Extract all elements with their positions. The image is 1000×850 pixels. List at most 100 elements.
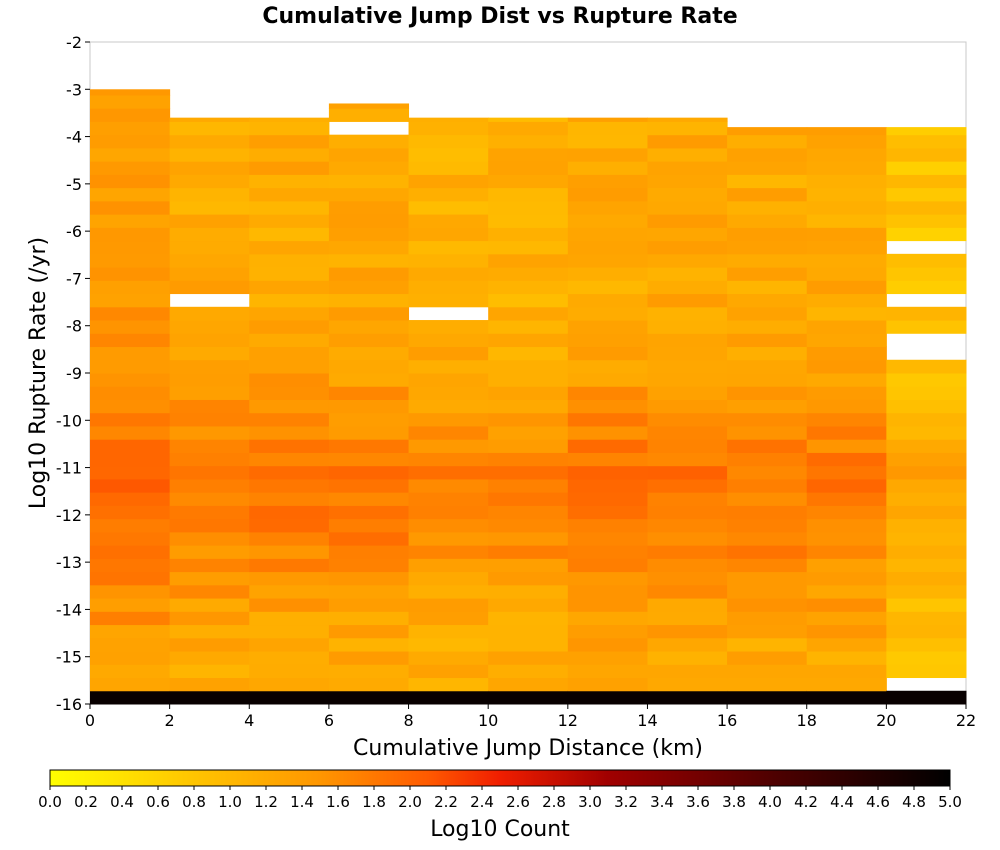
- colorbar-tick-label: 4.0: [758, 793, 782, 811]
- heatmap-cell: [647, 240, 728, 255]
- heatmap-cell: [567, 253, 648, 268]
- y-tick-label: -7: [66, 269, 82, 288]
- heatmap-cell: [488, 651, 569, 665]
- heatmap-cell: [567, 677, 648, 692]
- heatmap-cell: [169, 174, 250, 189]
- heatmap-cell: [90, 267, 171, 281]
- y-axis: -2 -3 -4 -5 -6 -7 -8 -9 -10 -11 -12 -13 -14 -15 -16: [56, 33, 90, 714]
- heatmap-cell: [806, 320, 887, 334]
- heatmap-cell: [249, 478, 330, 493]
- heatmap-cell: [169, 147, 250, 162]
- heatmap-cell: [886, 373, 967, 387]
- heatmap-cell: [806, 558, 887, 573]
- heatmap-cell: [328, 346, 410, 361]
- heatmap-cell: [328, 505, 410, 520]
- heatmap-cell: [886, 478, 967, 493]
- heatmap-cell: [328, 227, 410, 242]
- heatmap-cell: [806, 492, 887, 506]
- heatmap-cell: [90, 492, 171, 506]
- heatmap-cell: [647, 280, 728, 295]
- heatmap-cell: [488, 121, 569, 136]
- heatmap-cell: [567, 518, 648, 533]
- heatmap-cell: [806, 664, 887, 679]
- heatmap-cell: [169, 267, 250, 281]
- heatmap-cell: [567, 465, 648, 480]
- heatmap-cell: [727, 439, 808, 453]
- heatmap-cell: [169, 505, 250, 520]
- heatmap-cell: [488, 412, 569, 427]
- heatmap-cell: [249, 121, 330, 136]
- heatmap-cell: [90, 108, 171, 122]
- heatmap-cell: [328, 492, 410, 506]
- heatmap-cell: [249, 161, 330, 175]
- heatmap-cell: [328, 373, 410, 387]
- heatmap-cell: [90, 452, 171, 467]
- heatmap-cell: [647, 425, 728, 440]
- colorbar-tick-label: 0.4: [110, 793, 134, 811]
- heatmap-cell: [886, 227, 967, 242]
- heatmap-cell: [90, 306, 171, 321]
- heatmap-cell: [408, 117, 489, 122]
- heatmap-cell: [806, 624, 887, 639]
- heatmap-cell: [567, 121, 648, 136]
- heatmap-cell: [727, 320, 808, 334]
- heatmap-cell: [886, 452, 967, 467]
- heatmap-cell: [567, 412, 648, 427]
- heatmap-cell: [488, 214, 569, 228]
- heatmap-cell: [886, 584, 967, 599]
- heatmap-cell: [90, 531, 171, 546]
- heatmap-cell: [806, 147, 887, 162]
- heatmap-cell: [90, 412, 171, 427]
- heatmap-cell: [727, 127, 808, 136]
- heatmap-cell: [408, 545, 489, 559]
- heatmap-cell: [886, 518, 967, 533]
- heatmap-cell: [249, 651, 330, 665]
- heatmap-cell: [727, 134, 808, 149]
- heatmap-cell: [727, 531, 808, 546]
- x-tick-label: 18: [797, 711, 817, 730]
- heatmap-cell: [567, 267, 648, 281]
- heatmap-cell: [647, 531, 728, 546]
- heatmap-cell: [328, 664, 410, 679]
- heatmap-cell: [647, 505, 728, 520]
- colorbar-tick-label: 4.6: [866, 793, 890, 811]
- heatmap-cell: [806, 359, 887, 374]
- heatmap-cell: [488, 624, 569, 639]
- heatmap-cell: [328, 651, 410, 665]
- heatmap-cell: [90, 147, 171, 162]
- heatmap-cell: [886, 320, 967, 334]
- heatmap-cell: [727, 253, 808, 268]
- heatmap-cell: [647, 611, 728, 626]
- y-tick-label: -6: [66, 222, 82, 241]
- heatmap-cell: [886, 558, 967, 573]
- x-tick-label: 20: [876, 711, 896, 730]
- x-tick-label: 4: [244, 711, 254, 730]
- heatmap-cell: [806, 280, 887, 295]
- y-tick-label: -10: [56, 411, 82, 430]
- heatmap-cell: [328, 293, 410, 308]
- heatmap-cell: [169, 134, 250, 149]
- heatmap-cell: [408, 346, 489, 361]
- heatmap-cell: [806, 651, 887, 665]
- heatmap-cell: [567, 651, 648, 665]
- heatmap-cell: [249, 452, 330, 467]
- heatmap-cell: [169, 412, 250, 427]
- heatmap-cell: [886, 174, 967, 189]
- heatmap-cell: [727, 677, 808, 692]
- heatmap-cell: [567, 558, 648, 573]
- colorbar-ticks: 0.0 0.2 0.4 0.6 0.8 1.0 1.2 1.4 1.6 1.8 2.0 2.2 2.4 2…: [38, 786, 962, 811]
- heatmap-cell: [727, 240, 808, 255]
- heatmap-cell: [806, 677, 887, 692]
- heatmap-cell: [249, 624, 330, 639]
- heatmap-cell: [567, 545, 648, 559]
- heatmap-cell: [806, 161, 887, 175]
- heatmap-cell: [90, 598, 171, 612]
- heatmap-cell: [328, 386, 410, 400]
- heatmap-cell: [328, 637, 410, 652]
- heatmap-cell: [169, 637, 250, 652]
- heatmap-cell: [169, 200, 250, 215]
- heatmap-cell: [806, 214, 887, 228]
- heatmap-cell: [90, 386, 171, 400]
- heatmap-cell: [886, 505, 967, 520]
- heatmap-cell: [328, 174, 410, 189]
